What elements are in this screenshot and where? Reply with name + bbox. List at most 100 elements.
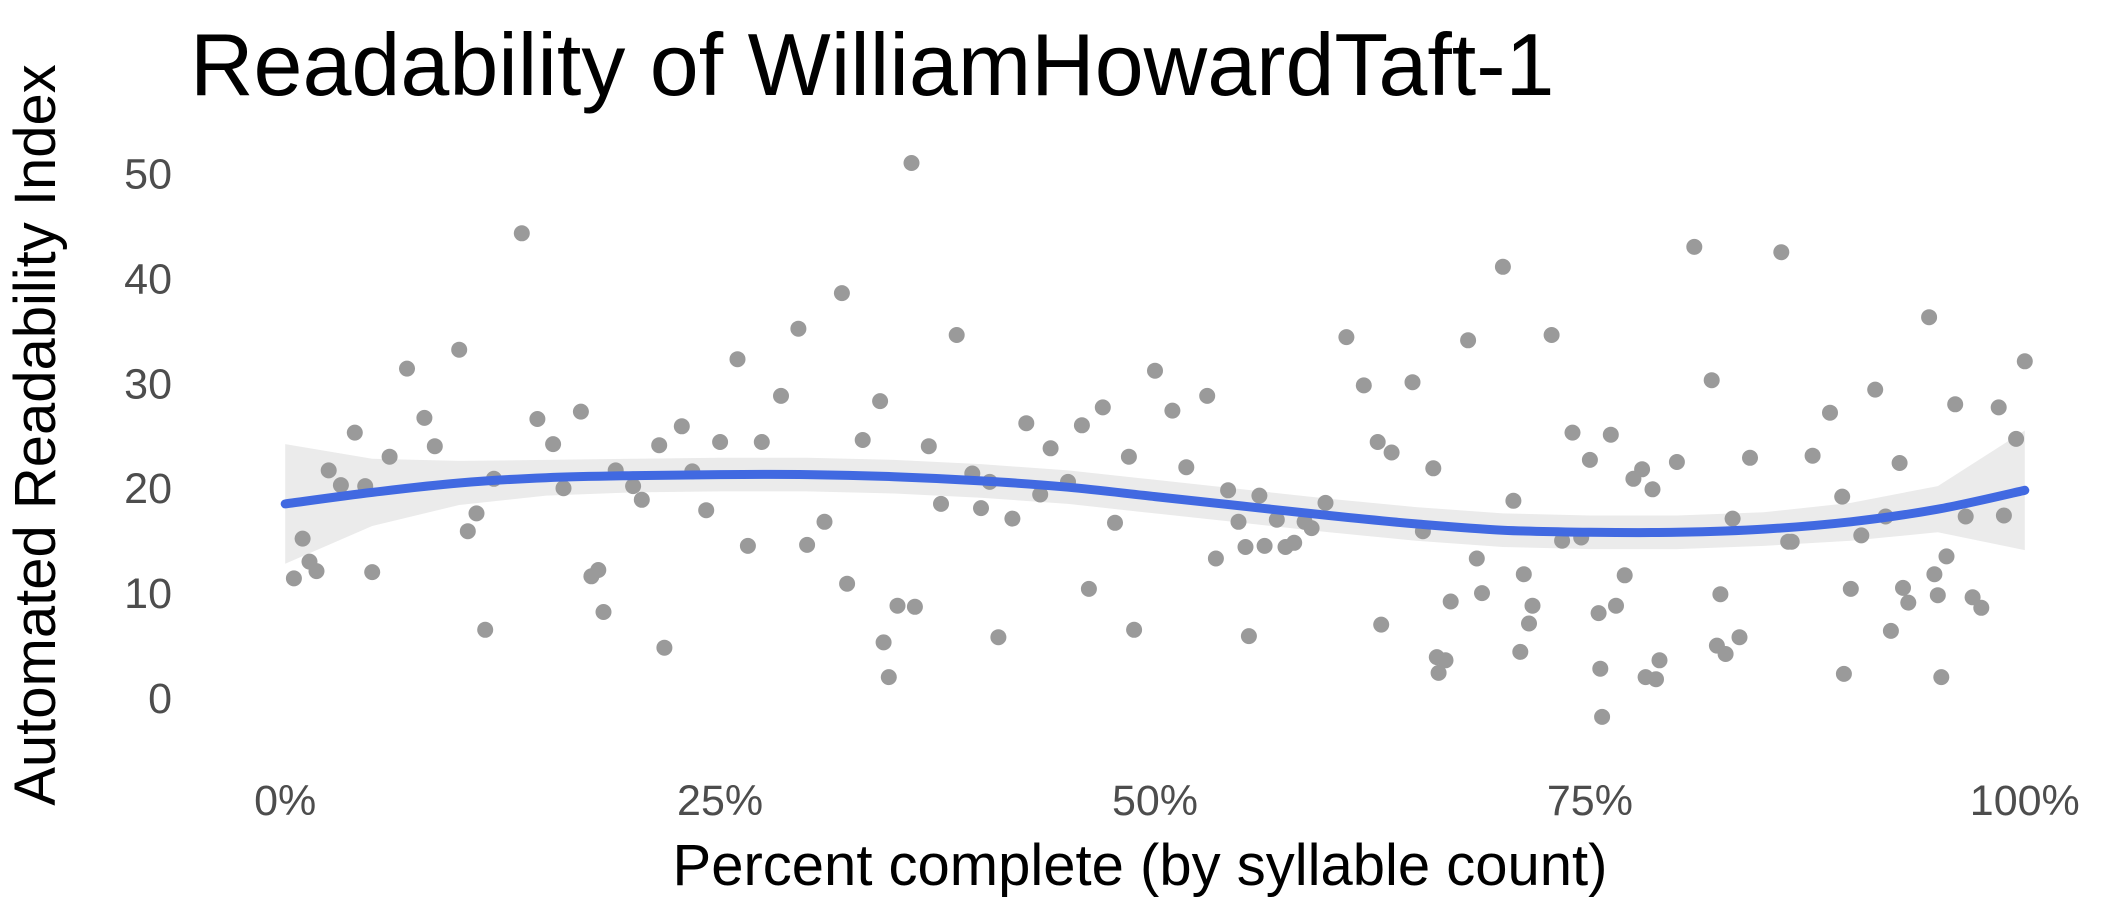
data-point [673, 418, 690, 435]
data-point [320, 462, 337, 479]
data-point [294, 530, 311, 547]
data-point [1430, 664, 1447, 681]
data-point [1120, 448, 1137, 465]
data-point [1990, 399, 2007, 416]
data-point [285, 570, 302, 587]
data-point [773, 387, 789, 404]
data-point [990, 629, 1007, 646]
data-point [477, 621, 494, 638]
data-point [875, 634, 892, 651]
y-tick-label: 20 [124, 465, 172, 513]
data-point [1929, 587, 1946, 604]
data-point [753, 434, 770, 450]
data-point [1468, 550, 1485, 567]
data-point [459, 523, 476, 540]
data-point [1369, 434, 1386, 450]
data-point [1731, 629, 1748, 646]
data-point [1383, 444, 1400, 461]
x-tick-label: 50% [1112, 777, 1198, 825]
data-point [1240, 628, 1257, 645]
data-point [1268, 511, 1285, 528]
data-point [364, 564, 381, 581]
data-point [973, 500, 989, 517]
data-point [816, 513, 833, 530]
data-point [872, 393, 889, 410]
data-point [1717, 646, 1734, 662]
data-point [1512, 643, 1529, 660]
data-point [948, 327, 965, 343]
data-point [1199, 387, 1216, 404]
x-tick-label: 100% [1970, 777, 2080, 825]
data-point [1783, 533, 1800, 550]
data-point [1338, 329, 1355, 346]
points-layer [285, 155, 2033, 725]
data-point [1042, 440, 1059, 457]
data-point [1590, 605, 1607, 622]
data-point [1355, 377, 1372, 394]
data-point [1895, 579, 1911, 596]
data-point [1018, 415, 1035, 432]
data-point [1651, 652, 1668, 669]
x-axis-title: Percent complete (by syllable count) [673, 833, 1608, 898]
y-tick-label: 0 [148, 675, 172, 723]
data-point [906, 598, 923, 615]
data-point [1581, 451, 1598, 468]
data-point [729, 351, 746, 368]
data-point [1437, 652, 1454, 669]
data-point [1891, 455, 1908, 471]
y-tick-label: 50 [124, 151, 172, 199]
data-point [854, 432, 871, 448]
data-point [1853, 527, 1870, 544]
data-point [1594, 708, 1611, 725]
data-point [513, 225, 530, 242]
data-point [1616, 567, 1633, 584]
x-tick-labels: 0% 25% 50% 75% 100% [254, 777, 2080, 825]
data-point [1648, 671, 1664, 688]
data-point [1080, 580, 1097, 597]
data-point [1835, 665, 1852, 682]
data-point [1900, 594, 1917, 611]
data-point [2008, 430, 2025, 447]
data-point [555, 480, 572, 497]
data-point [1973, 599, 1990, 616]
data-point [1474, 585, 1490, 602]
data-point [1882, 622, 1899, 639]
data-point [1933, 669, 1950, 686]
data-point [1494, 258, 1511, 275]
data-point [1032, 486, 1049, 503]
data-point [1668, 454, 1685, 470]
data-point [1230, 513, 1247, 530]
data-point [651, 437, 668, 454]
data-point [1921, 309, 1938, 326]
data-point [656, 639, 673, 656]
data-point [1164, 402, 1181, 419]
data-point [625, 478, 642, 495]
data-point [1608, 597, 1624, 614]
data-point [1094, 399, 1111, 416]
data-point [1926, 566, 1943, 583]
data-point [1505, 492, 1522, 509]
y-tick-labels: 0 10 20 30 40 50 [124, 151, 172, 724]
data-point [1147, 362, 1163, 379]
data-point [1773, 244, 1790, 261]
data-point [1867, 381, 1884, 398]
data-point [426, 438, 443, 455]
data-point [1524, 597, 1541, 614]
data-point [1126, 621, 1143, 638]
data-point [1442, 593, 1459, 610]
data-point [739, 537, 756, 554]
data-point [1703, 372, 1720, 389]
data-point [1521, 615, 1537, 632]
data-point [833, 285, 850, 302]
data-point [1207, 550, 1224, 567]
data-point [1724, 510, 1741, 527]
data-point [451, 341, 468, 358]
data-point [1742, 449, 1758, 466]
data-point [1964, 589, 1981, 606]
smooth-trend-line [280, 469, 2030, 538]
data-point [1938, 548, 1955, 565]
data-point [545, 436, 562, 453]
data-point [1634, 461, 1651, 478]
y-axis-title: Automated Readability Index [3, 64, 68, 806]
data-point [399, 360, 415, 377]
